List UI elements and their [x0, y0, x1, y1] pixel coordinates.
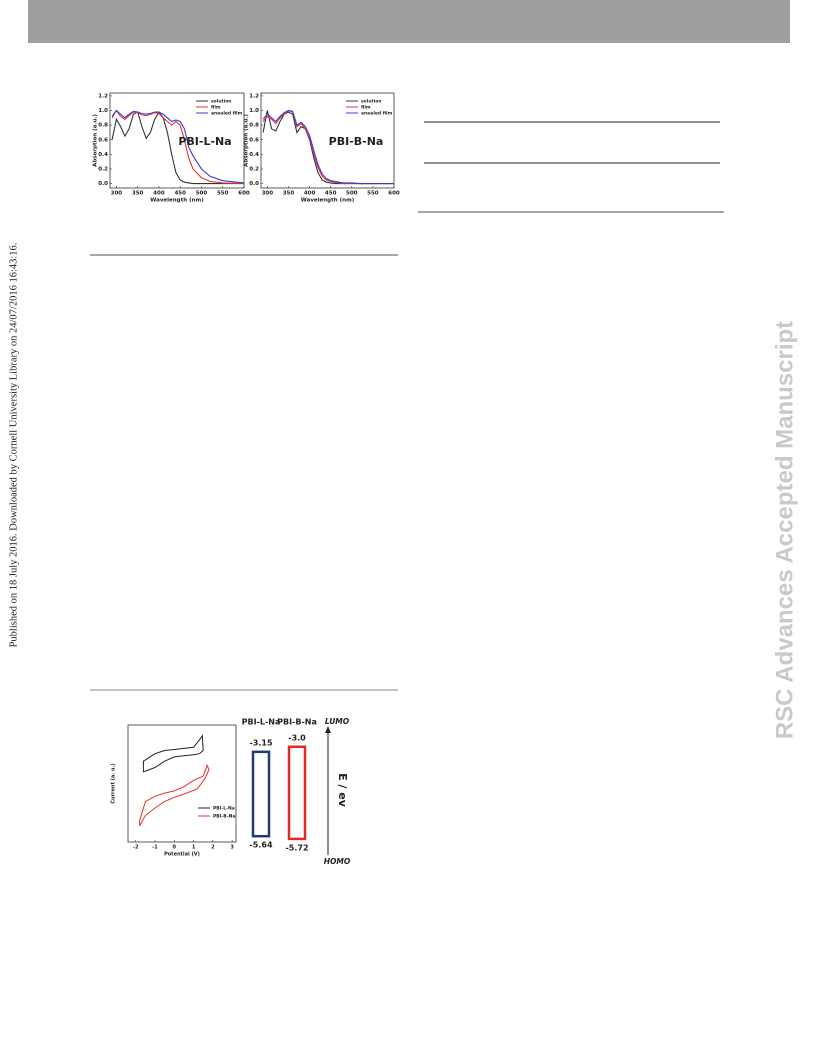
- x-tick-label: -1: [152, 845, 158, 851]
- x-axis-label: Wavelength (nm): [301, 198, 355, 204]
- legend-label: anealed film: [361, 111, 393, 117]
- x-tick-label: 350: [132, 191, 144, 197]
- x-tick-label: 600: [238, 191, 250, 197]
- plot-frame: [127, 724, 237, 843]
- cv-loop: [142, 734, 204, 773]
- plot-frame: [260, 92, 395, 189]
- y-tick-label: 0.6: [98, 137, 108, 143]
- y-tick-label: 0.4: [98, 152, 108, 158]
- y-tick-label: 0.4: [249, 152, 259, 158]
- y-tick-label: 0.0: [249, 181, 259, 187]
- x-tick-label: 450: [174, 191, 186, 197]
- legend-label: solution: [211, 99, 232, 105]
- y-tick-label: 0.0: [98, 181, 108, 187]
- energy-axis-label: E / ev: [336, 773, 349, 808]
- legend-label: film: [361, 105, 371, 111]
- x-tick-label: 400: [153, 191, 165, 197]
- y-tick-label: 0.8: [98, 123, 108, 129]
- x-tick-label: 600: [388, 191, 400, 197]
- curve: [262, 109, 394, 185]
- y-tick-label: 0.8: [249, 123, 259, 129]
- chart-title: PBI-B-Na: [329, 135, 384, 148]
- x-tick-label: 550: [217, 191, 229, 197]
- x-tick-label: 350: [283, 191, 295, 197]
- lumo-value: -3.15: [249, 738, 272, 747]
- side-note: Published on 18 July 2016. Downloaded by…: [8, 243, 19, 648]
- lumo-value: -3.0: [288, 733, 306, 742]
- x-tick-label: 400: [304, 191, 316, 197]
- x-tick-label: 3: [230, 845, 234, 851]
- y-axis-label: Absorption (a.u.): [93, 114, 99, 167]
- watermark: RSC Advances Accepted Manuscript: [771, 321, 798, 739]
- y-tick-label: 1.2: [249, 93, 259, 99]
- x-tick-label: 500: [346, 191, 358, 197]
- y-tick-label: 1.0: [98, 108, 108, 114]
- x-axis-label: Potential (V): [164, 852, 200, 858]
- legend-label: solution: [361, 99, 382, 105]
- y-tick-label: 0.6: [249, 137, 259, 143]
- homo-value: -5.72: [285, 843, 308, 852]
- x-tick-label: 450: [325, 191, 337, 197]
- x-tick-label: 300: [262, 191, 274, 197]
- energy-arrow: [325, 726, 331, 733]
- curve: [111, 109, 245, 185]
- x-tick-label: -2: [133, 845, 139, 851]
- x-tick-label: 300: [111, 191, 123, 197]
- curve: [262, 109, 394, 185]
- legend-label: PBI-L-Na: [213, 806, 235, 812]
- legend-label: anealed film: [211, 111, 243, 117]
- homo-value: -5.64: [249, 841, 272, 850]
- x-tick-label: 1: [192, 845, 196, 851]
- energy-gap: [251, 750, 271, 838]
- y-tick-label: 0.2: [249, 167, 259, 173]
- cv-loop: [139, 764, 210, 827]
- homo-label: HOMO: [324, 857, 351, 866]
- y-axis-label: Absorption (a.u.): [244, 114, 250, 167]
- x-tick-label: 500: [196, 191, 208, 197]
- legend-label: film: [211, 105, 221, 111]
- lumo-label: LUMO: [325, 717, 350, 726]
- y-axis-label: Current (a. u.): [111, 763, 117, 803]
- chart-title: PBI-L-Na: [178, 135, 231, 148]
- energy-gap: [287, 745, 307, 841]
- header-bar: [28, 0, 790, 43]
- x-tick-label: 0: [173, 845, 177, 851]
- plot-frame: [109, 92, 245, 189]
- x-axis-label: Wavelength (nm): [150, 198, 204, 204]
- y-tick-label: 0.2: [98, 167, 108, 173]
- column-name: PBI-L-Na: [242, 718, 281, 727]
- legend-label: PBI-B-Na: [213, 814, 235, 820]
- y-tick-label: 1.2: [98, 93, 108, 99]
- curve: [111, 109, 245, 184]
- x-tick-label: 550: [367, 191, 379, 197]
- column-name: PBI-B-Na: [277, 718, 317, 727]
- y-tick-label: 1.0: [249, 108, 259, 114]
- x-tick-label: 2: [211, 845, 215, 851]
